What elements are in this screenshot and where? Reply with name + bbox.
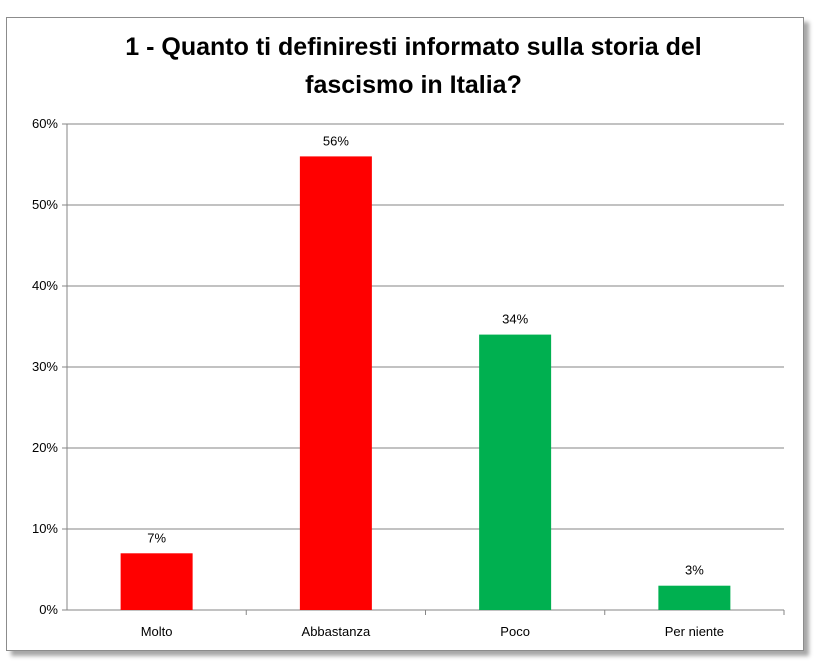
x-category-label: Abbastanza <box>302 624 371 639</box>
data-label: 56% <box>323 133 349 148</box>
data-label: 3% <box>685 563 704 578</box>
x-category-label: Per niente <box>665 624 724 639</box>
chart-title-line-1: 1 - Quanto ti definiresti informato sull… <box>125 33 702 61</box>
chart-title-line-2: fascismo in Italia? <box>305 71 522 99</box>
chart-title: 1 - Quanto ti definiresti informato sull… <box>0 28 827 104</box>
data-label: 7% <box>147 530 166 545</box>
y-tick-label: 10% <box>32 521 58 536</box>
bar-molto <box>120 553 193 610</box>
bar-poco <box>479 334 552 610</box>
x-category-label: Poco <box>500 624 530 639</box>
y-tick-label: 30% <box>32 359 58 374</box>
bar-per-niente <box>658 585 731 610</box>
y-tick-label: 40% <box>32 278 58 293</box>
data-label: 34% <box>502 312 528 327</box>
bar-abbastanza <box>299 156 372 610</box>
y-tick-label: 0% <box>39 602 58 617</box>
x-category-label: Molto <box>141 624 173 639</box>
y-tick-label: 60% <box>32 116 58 131</box>
chart-frame <box>6 17 804 651</box>
y-tick-label: 20% <box>32 440 58 455</box>
y-tick-label: 50% <box>32 197 58 212</box>
